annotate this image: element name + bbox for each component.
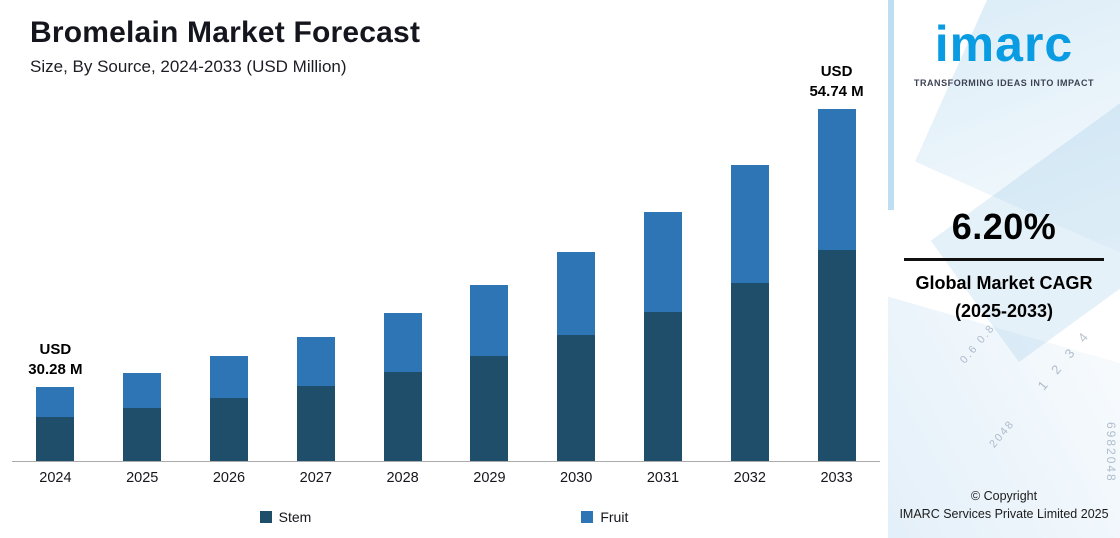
decor-numbers-4: 2048 <box>987 417 1018 451</box>
stem-segment <box>730 283 769 461</box>
copyright-line2: IMARC Services Private Limited 2025 <box>899 506 1109 521</box>
legend-item-fruit: Fruit <box>581 509 628 525</box>
x-axis-label: 2024 <box>39 470 72 486</box>
stem-segment <box>557 335 596 461</box>
x-axis-label: 2026 <box>212 470 246 486</box>
bar-column-2027: 2027 <box>272 55 359 486</box>
x-axis-label: 2028 <box>386 470 419 486</box>
stem-segment <box>123 408 162 461</box>
cagr-block: 6.20% Global Market CAGR (2025-2033) <box>888 206 1120 322</box>
chart-panel: Bromelain Market Forecast Size, By Sourc… <box>0 16 888 525</box>
stacked-bar <box>817 109 856 461</box>
sidebar: 1 2 3 4 0.6 0.8 6982048 2048 imarc TRANS… <box>888 0 1120 538</box>
bar-column-2026: 2026 <box>186 55 273 486</box>
bar-column-2028: 2028 <box>359 55 446 486</box>
legend-label-stem: Stem <box>278 509 312 525</box>
cagr-value: 6.20% <box>951 206 1057 247</box>
cagr-label-line2: (2025-2033) <box>954 300 1054 321</box>
bar-column-2025: 2025 <box>99 55 186 486</box>
legend: Stem Fruit <box>0 509 888 525</box>
decor-numbers-3: 6982048 <box>1104 422 1118 483</box>
fruit-swatch-icon <box>581 511 594 523</box>
stem-segment <box>296 386 335 461</box>
legend-item-stem: Stem <box>259 509 312 525</box>
copyright-line1: © Copyright <box>970 488 1038 503</box>
decor-numbers-2: 0.6 0.8 <box>958 321 999 367</box>
stem-swatch-icon <box>259 511 272 523</box>
fruit-segment <box>383 313 422 373</box>
x-axis-label: 2030 <box>560 470 593 486</box>
value-label: USD 30.28 M <box>28 341 83 378</box>
stacked-bar <box>470 284 509 461</box>
stacked-bar <box>643 212 682 461</box>
fruit-segment <box>296 336 335 387</box>
bar-column-2024: USD 30.28 M 2024 <box>12 55 99 486</box>
x-axis-label: 2027 <box>299 470 332 486</box>
copyright: © Copyright IMARC Services Private Limit… <box>888 487 1120 523</box>
x-axis-label: 2032 <box>733 470 766 486</box>
fruit-segment <box>643 212 682 312</box>
fruit-segment <box>817 109 856 250</box>
bars: USD 30.28 M 2024 2025 2026 2027 2028 2029 2030 20… <box>12 55 880 486</box>
cagr-label-line1: Global Market CAGR <box>915 272 1093 293</box>
chart-title: Bromelain Market Forecast <box>30 16 421 49</box>
fruit-segment <box>557 251 596 336</box>
stem-segment <box>470 355 509 461</box>
chart-subtitle: Size, By Source, 2024-2033 (USD Million) <box>30 57 347 76</box>
stem-segment <box>383 372 422 461</box>
fruit-segment <box>209 356 248 399</box>
value-label: USD 54.74 M <box>809 63 864 100</box>
stacked-bar <box>730 164 769 461</box>
x-axis-label: 2025 <box>126 470 159 486</box>
stem-segment <box>36 416 75 461</box>
stacked-bar <box>36 387 75 461</box>
bar-column-2029: 2029 <box>446 55 533 486</box>
cagr-divider <box>904 258 1104 261</box>
chart-header: Bromelain Market Forecast Size, By Sourc… <box>30 16 420 77</box>
stem-segment <box>817 249 856 461</box>
plot-area: USD 30.28 M 2024 2025 2026 2027 2028 2029 2030 20… <box>12 55 880 486</box>
x-axis-label: 2033 <box>820 470 853 486</box>
fruit-segment <box>730 164 769 284</box>
imarc-logo: imarc <box>934 16 1074 72</box>
legend-label-fruit: Fruit <box>600 509 629 525</box>
fruit-segment <box>123 373 162 409</box>
stem-segment <box>643 311 682 461</box>
brand-tagline: TRANSFORMING IDEAS INTO IMPACT <box>913 77 1095 88</box>
x-axis-label: 2029 <box>473 470 506 486</box>
stacked-bar <box>123 373 162 461</box>
stacked-bar <box>209 356 248 461</box>
bar-column-2031: 2031 <box>620 55 707 486</box>
fruit-segment <box>36 387 75 417</box>
x-axis-label: 2031 <box>646 470 680 486</box>
bar-column-2032: 2032 <box>706 55 793 486</box>
stacked-bar <box>296 336 335 462</box>
stacked-bar <box>557 251 596 461</box>
bar-column-2033: USD 54.74 M 2033 <box>793 55 880 486</box>
bar-column-2030: 2030 <box>533 55 620 486</box>
fruit-segment <box>470 284 509 356</box>
stem-segment <box>209 398 248 461</box>
decor-numbers-1: 1 2 3 4 <box>1034 326 1095 393</box>
stacked-bar <box>383 313 422 461</box>
brand-block: imarc TRANSFORMING IDEAS INTO IMPACT <box>888 18 1120 88</box>
